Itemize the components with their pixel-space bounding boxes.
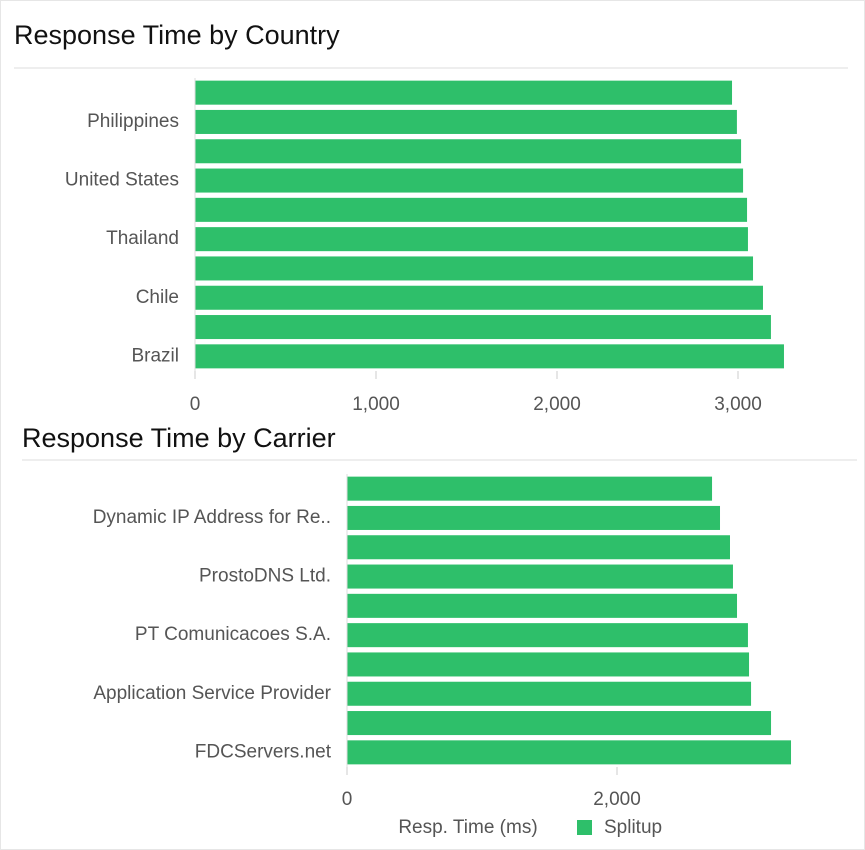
bar — [195, 80, 733, 105]
bar — [347, 564, 733, 589]
y-tick-label: Chile — [136, 287, 179, 308]
bar — [195, 285, 763, 310]
bar — [347, 593, 738, 618]
x-tick-label: 2,000 — [593, 789, 641, 810]
bar — [347, 711, 772, 736]
y-tick-label: United States — [65, 170, 179, 191]
x-tick-label: 2,000 — [533, 394, 581, 415]
bar — [195, 109, 737, 134]
bar — [347, 535, 730, 560]
legend-label: Splitup — [604, 817, 662, 838]
x-tick-label: 3,000 — [714, 394, 762, 415]
legend-swatch — [577, 820, 592, 835]
bar — [195, 227, 748, 252]
bar — [195, 197, 748, 222]
bar — [195, 344, 784, 369]
y-tick-label: Philippines — [87, 111, 179, 132]
bar — [347, 623, 748, 648]
y-tick-label: Thailand — [106, 228, 179, 249]
chart-title: Response Time by Country — [14, 20, 340, 50]
bar — [347, 740, 792, 765]
bar — [195, 256, 754, 281]
x-tick-label: 0 — [342, 789, 353, 810]
x-axis-label: Resp. Time (ms) — [398, 817, 537, 838]
bar — [347, 505, 721, 530]
x-tick-label: 1,000 — [352, 394, 400, 415]
bar — [195, 315, 771, 340]
y-tick-label: Brazil — [131, 345, 179, 366]
y-tick-label: Dynamic IP Address for Re.. — [93, 507, 331, 528]
y-tick-label: ProstoDNS Ltd. — [199, 566, 331, 587]
x-tick-label: 0 — [190, 394, 201, 415]
bar — [347, 476, 713, 501]
bar — [347, 681, 752, 706]
bar — [195, 168, 744, 193]
chart-title: Response Time by Carrier — [22, 423, 336, 453]
bar — [195, 139, 742, 164]
y-tick-label: FDCServers.net — [195, 741, 332, 762]
y-tick-label: PT Comunicacoes S.A. — [135, 624, 331, 645]
bar — [347, 652, 750, 677]
y-tick-label: Application Service Provider — [93, 683, 331, 704]
